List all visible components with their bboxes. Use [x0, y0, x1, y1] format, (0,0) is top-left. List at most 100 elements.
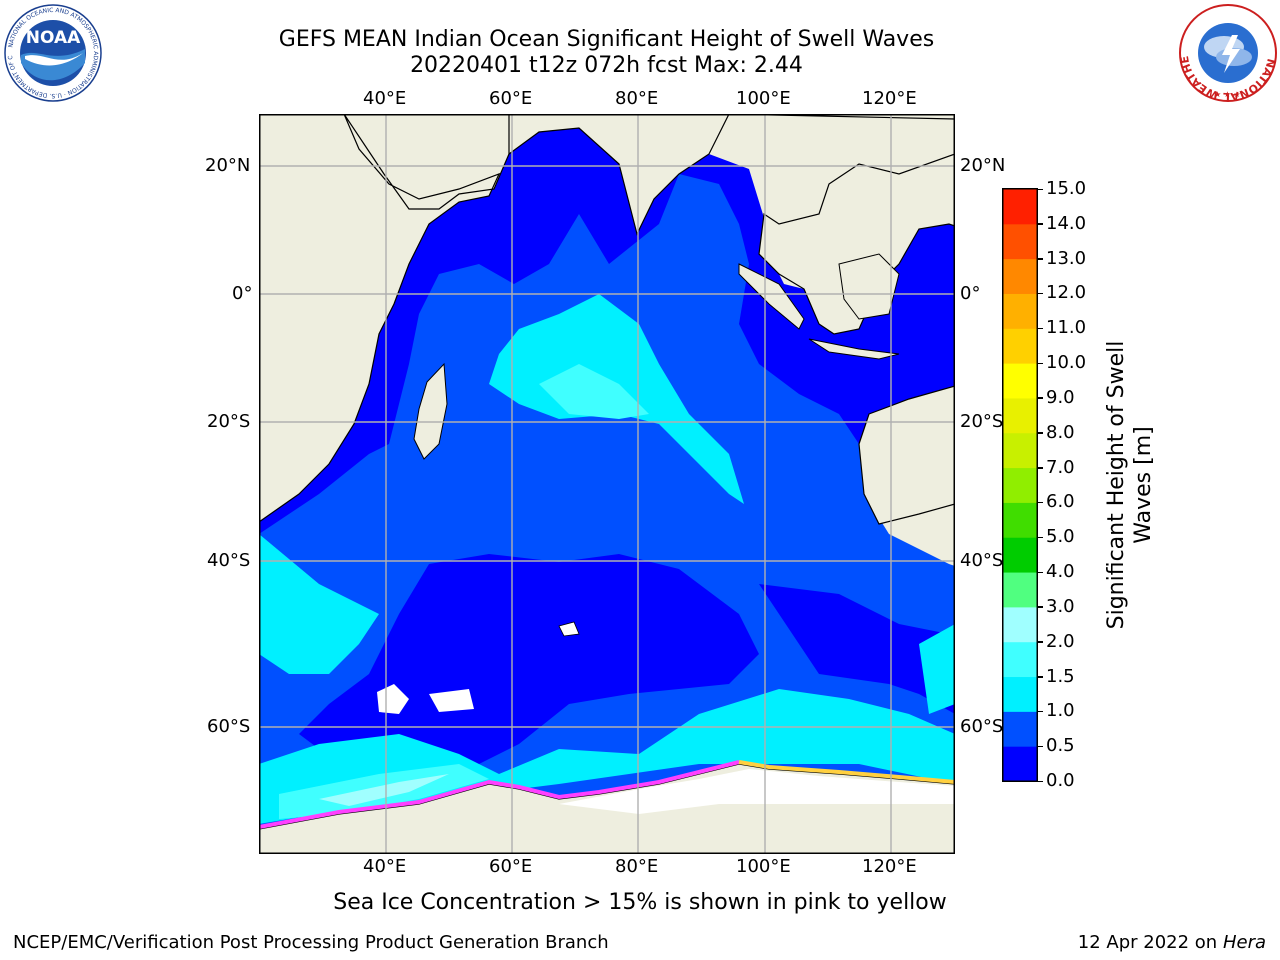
top-lon-label: 100°E — [736, 88, 791, 109]
right-lat-label: 0° — [960, 283, 981, 304]
footer-machine: Hera — [1222, 932, 1266, 953]
top-lon-label: 40°E — [363, 88, 407, 109]
colorbar-tick-label: 9.0 — [1046, 386, 1075, 408]
colorbar-segment — [1003, 606, 1037, 643]
right-lat-label: 20°N — [960, 155, 1006, 176]
noaa-logo-text: NOAA — [26, 28, 81, 48]
colorbar-tick-label: 5.0 — [1046, 526, 1075, 548]
colorbar-label: Significant Height of Swell Waves [m] — [1104, 340, 1156, 630]
colorbar-segment — [1003, 328, 1037, 364]
colorbar-segment — [1003, 432, 1037, 469]
colorbar-segment — [1003, 711, 1037, 747]
colorbar-tick-mark — [1038, 676, 1043, 678]
top-lon-label: 60°E — [489, 88, 533, 109]
bottom-lon-label: 80°E — [615, 856, 659, 877]
colorbar-tick-label: 1.0 — [1046, 700, 1075, 722]
australia-land — [858, 385, 955, 525]
borneo-island — [838, 253, 900, 320]
colorbar-tick-label: 1.5 — [1046, 665, 1075, 687]
colorbar-tick-mark — [1038, 292, 1043, 295]
colorbar-tick-mark — [1038, 467, 1043, 469]
colorbar-tick-label: 0.5 — [1046, 735, 1075, 757]
footer-credit: NCEP/EMC/Verification Post Processing Pr… — [13, 932, 609, 953]
madagascar-island — [413, 362, 448, 460]
colorbar-segment — [1003, 676, 1037, 712]
colorbar-tick-mark — [1038, 780, 1043, 782]
colorbar-tick-label: 13.0 — [1046, 247, 1087, 269]
sea-ice-white — [559, 769, 955, 814]
left-lat-label: 20°N — [205, 155, 251, 176]
colorbar — [1002, 188, 1038, 782]
footer-date: 12 Apr 2022 on Hera — [1078, 932, 1266, 953]
bottom-lon-label: 60°E — [489, 856, 533, 877]
colorbar-tick-mark — [1038, 432, 1043, 434]
ocean-swell-1.0-1.5-east — [919, 624, 955, 714]
colorbar-tick-mark — [1038, 397, 1043, 399]
ocean-swell-1.5-2.0 — [539, 364, 649, 419]
colorbar-tick-label: 15.0 — [1046, 178, 1087, 199]
map-grid — [259, 114, 955, 854]
colorbar-tick-label: 8.0 — [1046, 421, 1075, 443]
colorbar-tick-mark — [1038, 536, 1043, 539]
colorbar-segment — [1003, 293, 1037, 329]
colorbar-tick-label: 11.0 — [1046, 317, 1087, 339]
colorbar-tick-label: 10.0 — [1046, 352, 1087, 374]
colorbar-tick-label: 14.0 — [1046, 212, 1087, 234]
sea-ice-edge — [259, 760, 740, 829]
colorbar-tick-mark — [1038, 606, 1043, 608]
bottom-lon-label: 120°E — [862, 856, 917, 877]
bottom-lon-label: 40°E — [363, 856, 407, 877]
top-lon-label: 120°E — [862, 88, 917, 109]
map-subtitle: 20220401 t12z 072h fcst Max: 2.44 — [410, 53, 803, 78]
right-lat-label: 20°S — [960, 411, 1004, 432]
colorbar-segment — [1003, 363, 1037, 399]
colorbar-tick-label: 2.0 — [1046, 630, 1075, 652]
map-title: GEFS MEAN Indian Ocean Significant Heigh… — [278, 27, 935, 52]
colorbar-tick-label: 6.0 — [1046, 491, 1075, 513]
sea-ice-edge-east — [738, 760, 955, 784]
colorbar-segment — [1003, 189, 1037, 225]
sea-ice-patches — [377, 684, 474, 714]
colorbar-tick-label: 7.0 — [1046, 456, 1075, 478]
svg-text:★ ★ ★: ★ ★ ★ — [1214, 90, 1241, 99]
southeast-asia-land — [728, 114, 955, 335]
colorbar-tick-mark — [1038, 258, 1043, 260]
colorbar-frame — [1002, 188, 1038, 782]
colorbar-segment — [1003, 641, 1037, 678]
ocean-swell-2.0-3.0 — [319, 774, 449, 806]
swell-height-map — [259, 114, 955, 854]
colorbar-tick-label: 12.0 — [1046, 282, 1087, 304]
colorbar-segment — [1003, 746, 1037, 782]
colorbar-segment — [1003, 223, 1037, 260]
colorbar-tick-mark — [1038, 327, 1043, 330]
colorbar-segment — [1003, 572, 1037, 608]
colorbar-tick-label: 0.0 — [1046, 770, 1075, 791]
colorbar-tick-label: 3.0 — [1046, 595, 1075, 617]
right-lat-label: 60°S — [960, 716, 1004, 737]
ocean-swell-1.0-1.5-west — [259, 534, 379, 674]
left-lat-label: 20°S — [207, 411, 251, 432]
colorbar-tick-mark — [1038, 188, 1043, 190]
colorbar-tick-mark — [1038, 501, 1043, 504]
colorbar-tick-mark — [1038, 571, 1043, 574]
sumatra-island — [738, 263, 805, 330]
ocean-swell-central-low — [299, 554, 759, 769]
noaa-logo: NATIONAL OCEANIC AND ATMOSPHERIC ADMINIS… — [3, 3, 102, 102]
java-island — [808, 338, 900, 360]
colorbar-tick-mark — [1038, 710, 1043, 713]
india-peninsula — [508, 114, 730, 236]
colorbar-tick-label: 4.0 — [1046, 561, 1075, 583]
colorbar-tick-mark — [1038, 223, 1043, 225]
right-lat-label: 40°S — [960, 550, 1004, 571]
colorbar-segment — [1003, 397, 1037, 434]
left-lat-label: 60°S — [207, 716, 251, 737]
top-lon-label: 80°E — [615, 88, 659, 109]
colorbar-segment — [1003, 467, 1037, 503]
map-frame — [259, 114, 955, 854]
colorbar-segment — [1003, 258, 1037, 294]
ocean-swell-east-low — [759, 584, 955, 714]
colorbar-tick-mark — [1038, 745, 1043, 748]
nws-logo: NATIONAL WEATHER SERVICE ★ ★ ★ — [1178, 3, 1278, 103]
colorbar-tick-mark — [1038, 362, 1043, 365]
footer-date-text: 12 Apr 2022 on — [1077, 932, 1223, 953]
